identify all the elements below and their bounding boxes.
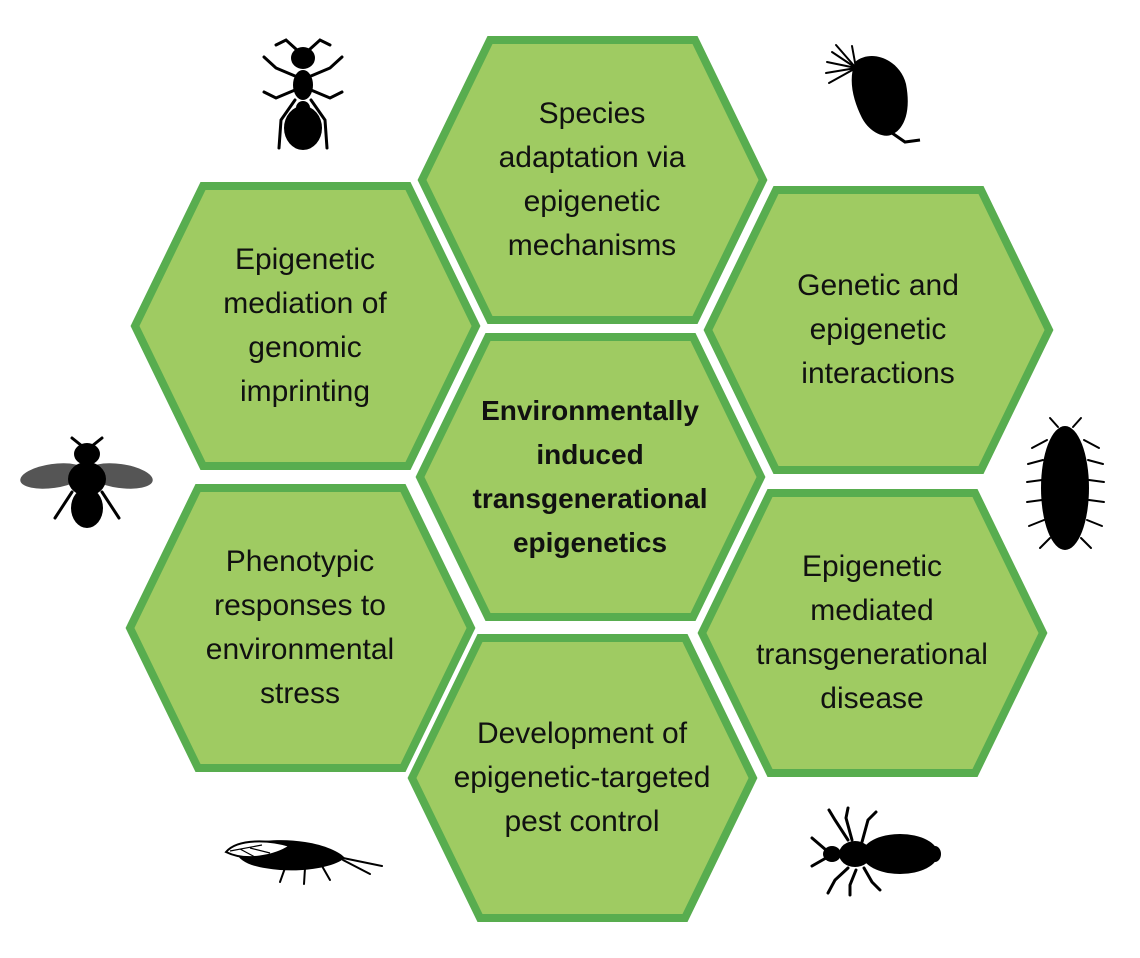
hex-top-line: Species <box>538 97 646 130</box>
hex-upper-left-line: mediation of <box>223 287 387 320</box>
hex-bottom-text: Development of epigenetic-targeted pest … <box>452 660 712 896</box>
hex-center <box>415 333 766 621</box>
hex-lower-right <box>697 489 1048 777</box>
hex-upper-right-line: epigenetic <box>809 313 947 346</box>
hex-top <box>417 36 768 324</box>
hex-lower-right-line: disease <box>820 682 924 715</box>
hex-upper-left-line: Epigenetic <box>234 243 376 276</box>
ant-icon <box>262 38 344 150</box>
hex-upper-right <box>703 186 1054 474</box>
hex-lower-left-text: Phenotypic responses to environmental st… <box>170 510 430 746</box>
hex-top-line: adaptation via <box>498 141 686 174</box>
center-line: transgenerational <box>472 483 708 514</box>
hex-center-text: Environmentally induced transgenerationa… <box>460 359 720 595</box>
hex-bottom <box>407 634 758 922</box>
hex-lower-right-line: transgenerational <box>756 638 988 671</box>
hex-upper-left <box>130 182 481 470</box>
center-line: induced <box>536 439 644 470</box>
hex-lower-left-line: responses to <box>214 589 386 622</box>
cicada-icon <box>224 840 383 885</box>
hex-lower-right-line: mediated <box>810 594 934 627</box>
hex-top-line: mechanisms <box>507 229 677 262</box>
hex-bottom-line: Development of <box>476 717 688 750</box>
hex-upper-left-line: imprinting <box>239 375 371 408</box>
woodlouse-icon <box>1026 417 1105 550</box>
center-line: Environmentally <box>481 395 699 426</box>
hex-top-line: epigenetic <box>523 185 661 218</box>
hex-lower-left-line: environmental <box>205 633 395 666</box>
hex-bottom-line: epigenetic-targeted <box>453 761 711 794</box>
bee-icon <box>20 436 153 528</box>
hex-lower-left-line: Phenotypic <box>225 545 375 578</box>
hex-lower-left-line: stress <box>259 677 340 710</box>
center-line: epigenetics <box>512 527 668 558</box>
hex-upper-right-line: Genetic and <box>797 269 959 302</box>
louse-icon <box>810 806 941 897</box>
hex-upper-right-text: Genetic and epigenetic interactions <box>748 212 1008 448</box>
hex-upper-left-line: genomic <box>248 331 362 364</box>
daphnia-icon <box>825 44 921 144</box>
hex-bottom-line: pest control <box>504 805 660 838</box>
hex-upper-left-text: Epigenetic mediation of genomic imprinti… <box>175 208 435 444</box>
hex-top-text: Species adaptation via epigenetic mechan… <box>462 62 722 298</box>
hex-upper-right-line: interactions <box>801 357 955 390</box>
hex-lower-left <box>125 484 476 772</box>
hex-lower-right-line: Epigenetic <box>801 550 943 583</box>
hex-lower-right-text: Epigenetic mediated transgenerational di… <box>742 515 1002 751</box>
